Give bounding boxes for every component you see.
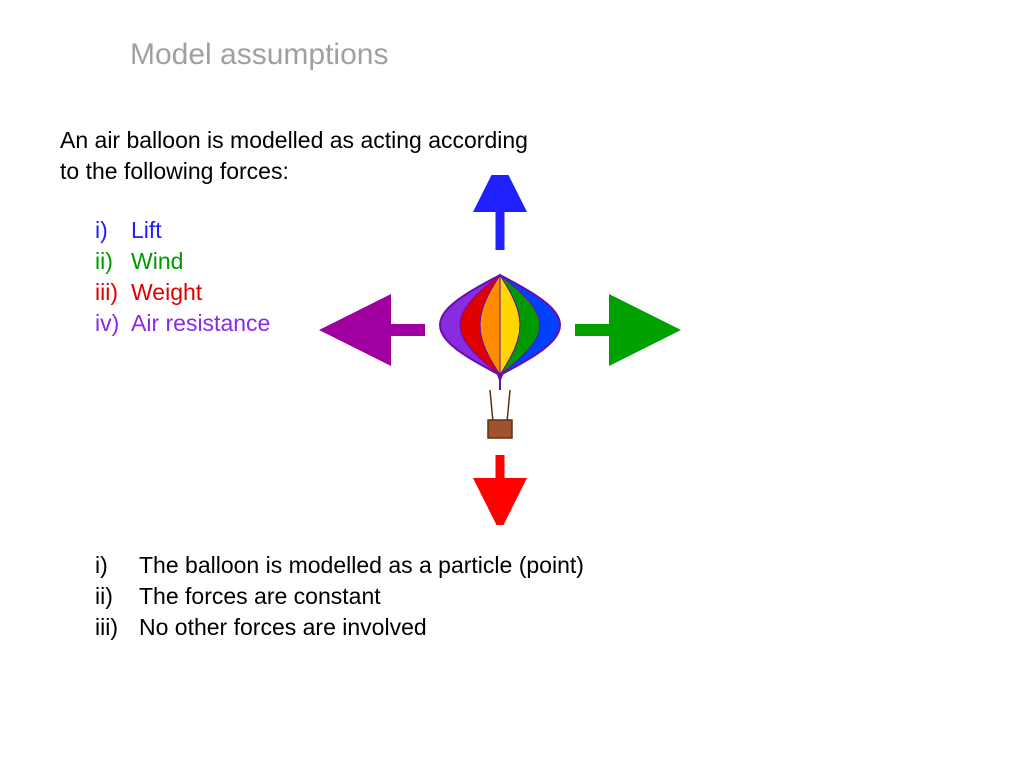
assumptions-list: i) The balloon is modelled as a particle… <box>95 550 584 643</box>
force-num: i) <box>95 215 131 246</box>
force-num: iii) <box>95 277 131 308</box>
force-num: ii) <box>95 246 131 277</box>
assumption-num: ii) <box>95 581 139 612</box>
force-label: Weight <box>131 277 202 308</box>
diagram-svg <box>300 175 700 525</box>
assumption-item: ii) The forces are constant <box>95 581 584 612</box>
force-label: Lift <box>131 215 162 246</box>
assumption-text: The forces are constant <box>139 581 381 612</box>
assumption-text: The balloon is modelled as a particle (p… <box>139 550 584 581</box>
force-item-lift: i) Lift <box>95 215 270 246</box>
assumption-num: iii) <box>95 612 139 643</box>
intro-line-1: An air balloon is modelled as acting acc… <box>60 125 528 156</box>
assumption-num: i) <box>95 550 139 581</box>
assumption-item: iii) No other forces are involved <box>95 612 584 643</box>
page-title: Model assumptions <box>130 38 388 72</box>
assumption-item: i) The balloon is modelled as a particle… <box>95 550 584 581</box>
force-item-air-resistance: iv) Air resistance <box>95 308 270 339</box>
forces-list: i) Lift ii) Wind iii) Weight iv) Air res… <box>95 215 270 339</box>
force-diagram <box>300 175 700 525</box>
force-num: iv) <box>95 308 131 339</box>
force-item-wind: ii) Wind <box>95 246 270 277</box>
balloon-icon <box>440 275 560 438</box>
assumption-text: No other forces are involved <box>139 612 427 643</box>
force-item-weight: iii) Weight <box>95 277 270 308</box>
force-label: Wind <box>131 246 183 277</box>
force-label: Air resistance <box>131 308 270 339</box>
